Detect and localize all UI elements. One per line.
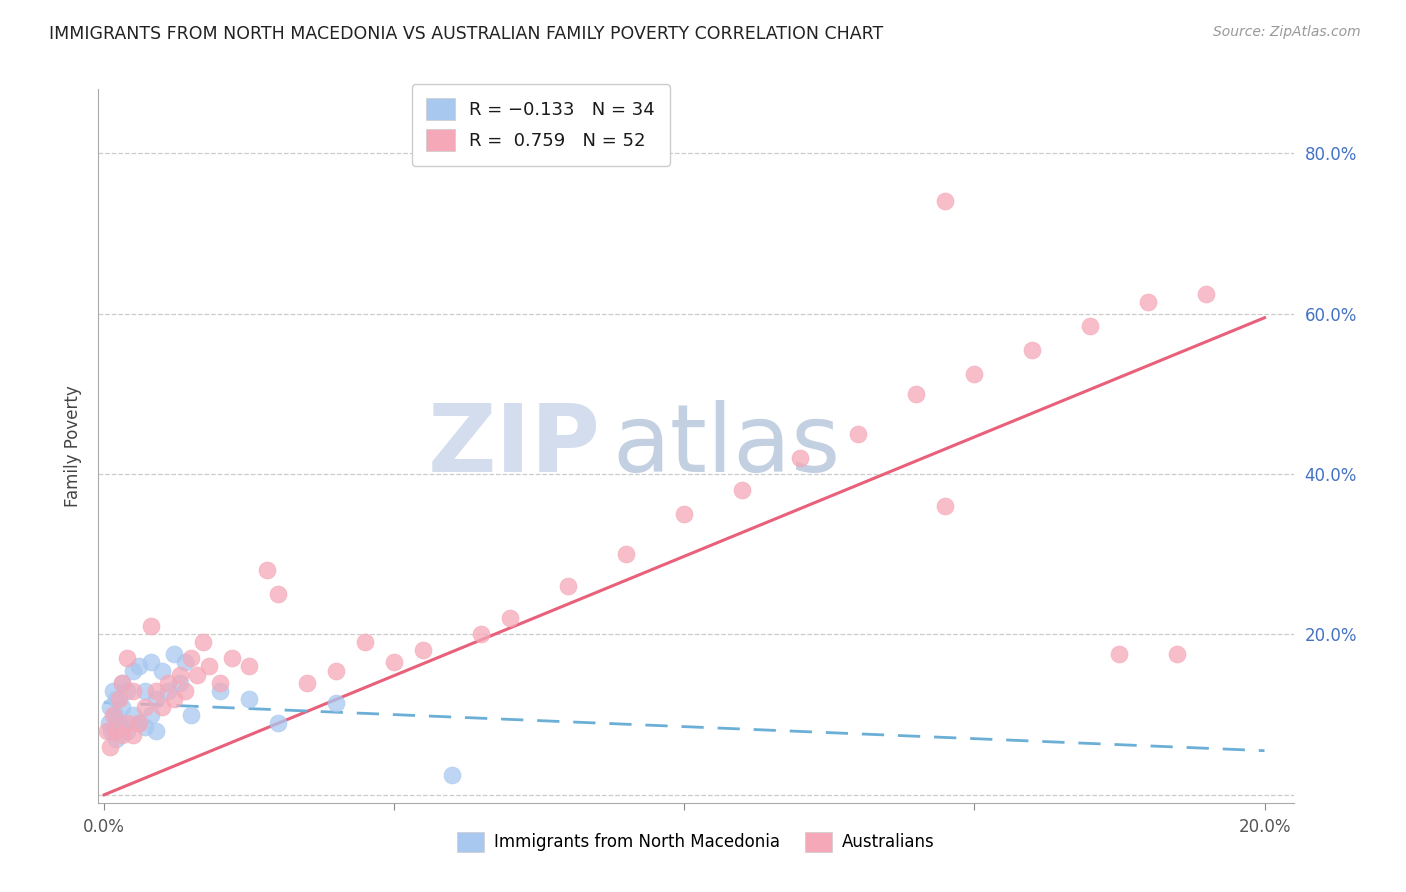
Point <box>134 683 156 698</box>
Point <box>128 715 150 730</box>
Point <box>104 707 127 722</box>
Point <box>163 648 186 662</box>
Point <box>139 707 162 722</box>
Point <box>934 194 956 209</box>
Point <box>104 691 127 706</box>
Point <box>267 587 290 601</box>
Text: ZIP: ZIP <box>427 400 600 492</box>
Point <box>1137 294 1160 309</box>
Point <box>101 707 124 722</box>
Text: IMMIGRANTS FROM NORTH MACEDONIA VS AUSTRALIAN FAMILY POVERTY CORRELATION CHART: IMMIGRANTS FROM NORTH MACEDONIA VS AUSTR… <box>49 25 883 43</box>
Point <box>441 768 464 782</box>
Point <box>111 720 134 734</box>
Point <box>209 683 232 698</box>
Point <box>134 699 156 714</box>
Point <box>111 728 134 742</box>
Point <box>731 483 754 497</box>
Point <box>157 675 180 690</box>
Point <box>470 627 492 641</box>
Point <box>180 651 202 665</box>
Text: Source: ZipAtlas.com: Source: ZipAtlas.com <box>1213 25 1361 39</box>
Point <box>122 728 145 742</box>
Point <box>145 723 167 738</box>
Point <box>1108 648 1130 662</box>
Point <box>98 699 121 714</box>
Point <box>325 696 347 710</box>
Point <box>963 367 986 381</box>
Point <box>96 723 118 738</box>
Point <box>238 691 260 706</box>
Point <box>100 723 122 738</box>
Point <box>174 656 197 670</box>
Legend: Immigrants from North Macedonia, Australians: Immigrants from North Macedonia, Austral… <box>451 825 941 859</box>
Point <box>238 659 260 673</box>
Point <box>150 699 173 714</box>
Point <box>557 579 579 593</box>
Point <box>97 715 120 730</box>
Point <box>614 547 637 561</box>
Point <box>111 675 134 690</box>
Point <box>104 723 127 738</box>
Point <box>122 664 145 678</box>
Point <box>221 651 243 665</box>
Point <box>117 651 139 665</box>
Point <box>905 387 928 401</box>
Point <box>104 731 127 746</box>
Y-axis label: Family Poverty: Family Poverty <box>65 385 83 507</box>
Point <box>673 507 696 521</box>
Point <box>1080 318 1102 333</box>
Point <box>297 675 319 690</box>
Point <box>139 619 162 633</box>
Point <box>128 715 150 730</box>
Point <box>157 683 180 698</box>
Point <box>107 691 129 706</box>
Point <box>848 427 870 442</box>
Point <box>98 739 121 754</box>
Point <box>412 643 434 657</box>
Point <box>122 707 145 722</box>
Point <box>325 664 347 678</box>
Point <box>934 499 956 513</box>
Point <box>354 635 377 649</box>
Point <box>117 715 139 730</box>
Point <box>145 683 167 698</box>
Point <box>180 707 202 722</box>
Point <box>111 699 134 714</box>
Point <box>101 683 124 698</box>
Point <box>145 691 167 706</box>
Text: atlas: atlas <box>613 400 841 492</box>
Point <box>134 720 156 734</box>
Point <box>174 683 197 698</box>
Point <box>209 675 232 690</box>
Point <box>197 659 219 673</box>
Point <box>1195 286 1218 301</box>
Point <box>122 683 145 698</box>
Point <box>191 635 214 649</box>
Point <box>169 675 191 690</box>
Point <box>382 656 405 670</box>
Point <box>169 667 191 681</box>
Point <box>111 675 134 690</box>
Point <box>256 563 278 577</box>
Point <box>789 450 811 465</box>
Point <box>107 715 129 730</box>
Point <box>150 664 173 678</box>
Point <box>267 715 290 730</box>
Point <box>117 683 139 698</box>
Point <box>163 691 186 706</box>
Point <box>186 667 208 681</box>
Point <box>499 611 522 625</box>
Point <box>1166 648 1188 662</box>
Point <box>117 723 139 738</box>
Point <box>139 656 162 670</box>
Point <box>128 659 150 673</box>
Point <box>1021 343 1043 357</box>
